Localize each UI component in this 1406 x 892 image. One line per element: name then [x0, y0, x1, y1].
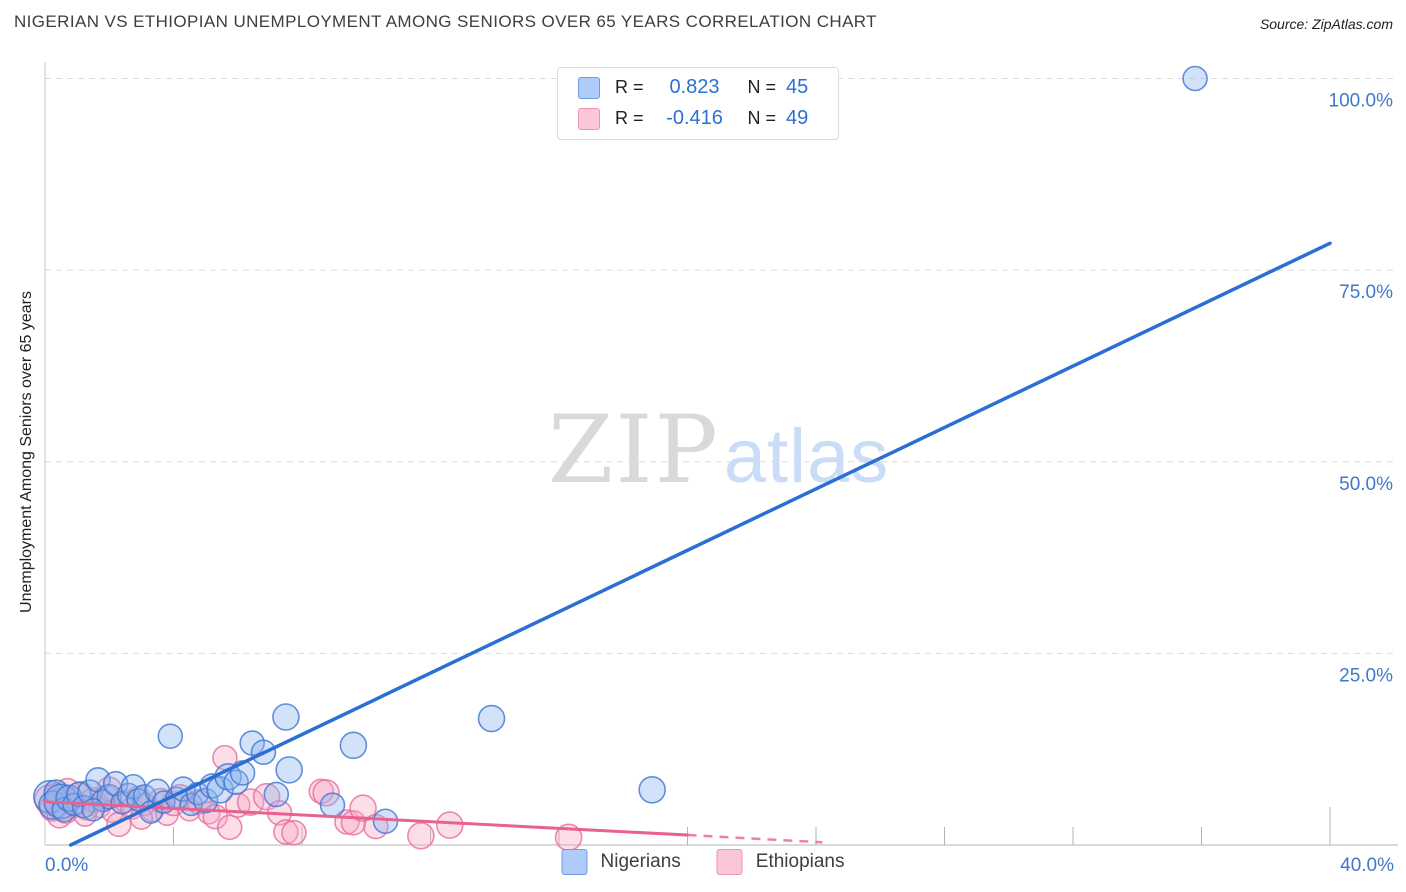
r-label: R = [615, 77, 644, 97]
data-point-nigerians[interactable] [638, 776, 666, 804]
r-label: R = [615, 108, 644, 128]
data-point-ethiopians[interactable] [216, 814, 243, 841]
legend-item-nigerians[interactable]: Nigerians [561, 849, 681, 875]
legend-item-ethiopians[interactable]: Ethiopians [716, 849, 845, 875]
data-point-ethiopians[interactable] [273, 819, 299, 845]
data-point-ethiopians[interactable] [281, 819, 307, 846]
ethiopians-swatch-icon [578, 107, 600, 130]
y-tick-label-75: 75.0% [1339, 282, 1393, 303]
page-title: NIGERIAN VS ETHIOPIAN UNEMPLOYMENT AMONG… [14, 12, 877, 31]
data-point-ethiopians[interactable] [312, 779, 340, 807]
data-point-nigerians[interactable] [477, 704, 506, 733]
data-point-nigerians[interactable] [206, 776, 234, 804]
data-point-nigerians[interactable] [192, 787, 219, 814]
n-value-ethiopians: 49 [786, 107, 809, 129]
data-point-nigerians[interactable] [81, 797, 105, 822]
n-label: N = [747, 77, 777, 97]
x-max-label: 40.0% [1340, 855, 1394, 876]
data-point-nigerians[interactable] [319, 792, 346, 818]
data-point-nigerians[interactable] [1182, 65, 1208, 92]
ethiopians-legend-swatch-icon [716, 849, 743, 875]
n-value-nigerians: 45 [786, 76, 809, 98]
ethiopians-legend-label: Ethiopians [755, 851, 845, 872]
data-point-nigerians[interactable] [339, 731, 368, 760]
r-value-ethiopians: -0.416 [666, 107, 723, 129]
source-link[interactable]: Source: ZipAtlas.com [1259, 16, 1393, 32]
data-point-nigerians[interactable] [272, 703, 300, 731]
correlation-legend-box: R = 0.823 N = 45 R = -0.416 N = 49 [557, 67, 839, 140]
nigerians-legend-swatch-icon [561, 849, 588, 875]
legend-row-nigerians: R = 0.823 N = 45 [578, 74, 826, 101]
nigerians-legend-label: Nigerians [600, 851, 681, 872]
series-legend: Nigerians Ethiopians [561, 849, 845, 875]
data-point-nigerians[interactable] [157, 723, 184, 749]
nigerians-trend-line [68, 241, 1332, 847]
y-tick-label-25: 25.0% [1339, 665, 1393, 686]
nigerians-swatch-icon [578, 76, 600, 99]
x-min-label: 0.0% [45, 855, 88, 876]
y-tick-label-100: 100.0% [1329, 91, 1394, 112]
data-point-nigerians[interactable] [263, 781, 290, 808]
data-point-ethiopians[interactable] [435, 811, 464, 839]
n-label: N = [747, 108, 777, 128]
data-point-ethiopians[interactable] [407, 822, 435, 850]
legend-row-ethiopians: R = -0.416 N = 49 [578, 105, 826, 132]
data-point-nigerians[interactable] [275, 756, 303, 784]
y-tick-label-50: 50.0% [1339, 474, 1393, 495]
ethiopians-trend-dashed-extension [687, 833, 823, 844]
data-point-ethiopians[interactable] [236, 788, 265, 816]
r-value-nigerians: 0.823 [669, 76, 720, 98]
data-point-ethiopians[interactable] [349, 794, 377, 823]
data-point-nigerians[interactable] [96, 783, 123, 810]
